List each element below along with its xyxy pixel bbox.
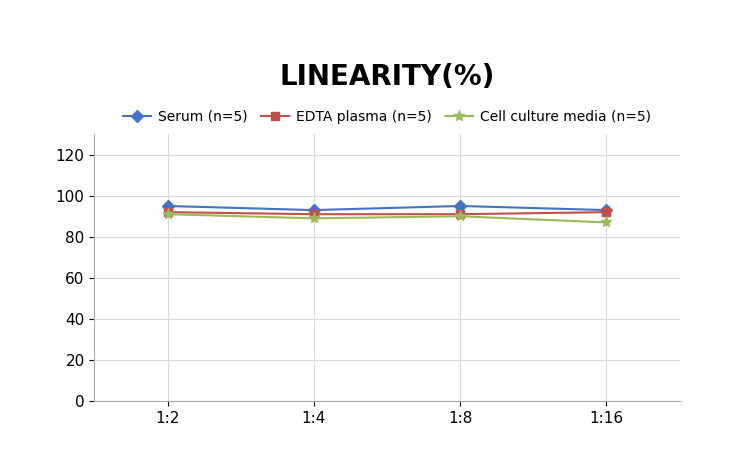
Cell culture media (n=5) xyxy=(455,214,464,219)
EDTA plasma (n=5) xyxy=(310,212,319,217)
Line: Cell culture media (n=5): Cell culture media (n=5) xyxy=(162,209,612,228)
Line: Serum (n=5): Serum (n=5) xyxy=(163,202,611,214)
Legend: Serum (n=5), EDTA plasma (n=5), Cell culture media (n=5): Serum (n=5), EDTA plasma (n=5), Cell cul… xyxy=(117,104,657,129)
EDTA plasma (n=5) xyxy=(602,209,611,215)
Serum (n=5) xyxy=(310,207,319,213)
EDTA plasma (n=5) xyxy=(163,209,172,215)
Text: LINEARITY(%): LINEARITY(%) xyxy=(279,63,495,91)
Serum (n=5) xyxy=(455,203,464,209)
Cell culture media (n=5) xyxy=(310,216,319,221)
Line: EDTA plasma (n=5): EDTA plasma (n=5) xyxy=(163,208,611,218)
Serum (n=5) xyxy=(163,203,172,209)
EDTA plasma (n=5) xyxy=(455,212,464,217)
Cell culture media (n=5) xyxy=(602,220,611,225)
Serum (n=5) xyxy=(602,207,611,213)
Cell culture media (n=5) xyxy=(163,212,172,217)
